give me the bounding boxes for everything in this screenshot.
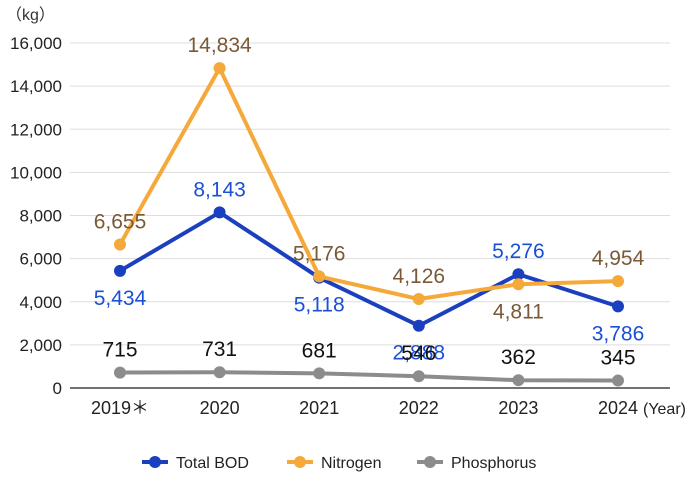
total-bod-data-label: 5,118	[294, 294, 345, 317]
y-axis-ticks: 0 2,000 4,000 6,000 8,000 10,000 12,000 14,000 1…	[10, 34, 62, 398]
phosphorus-data-point	[213, 366, 226, 379]
total-bod-data-label: 5,434	[94, 287, 147, 310]
nitrogen-data-label: 6,655	[94, 211, 147, 234]
x-tick-label: 2022	[399, 398, 439, 418]
nitrogen-legend-label: Nitrogen	[321, 455, 381, 472]
nitrogen-data-point	[114, 238, 126, 251]
total-bod-data-point	[412, 319, 425, 332]
total-bod-data-point	[612, 300, 624, 313]
y-tick-label: 6,000	[19, 250, 62, 269]
x-tick-label: 2023	[498, 398, 538, 418]
nitrogen-data-label: 4,954	[592, 247, 645, 270]
gridlines	[70, 42, 670, 346]
phosphorus-data-label: 731	[202, 338, 237, 361]
phosphorus-data-label: 546	[401, 342, 436, 365]
nitrogen-data-label: 14,834	[187, 34, 252, 57]
x-tick-label: 2020	[200, 398, 240, 418]
total-bod-series-line	[118, 210, 620, 328]
data-labels: 5,434 8,143 5,118 2,888 5,276 3,786 6,655 14,83…	[94, 34, 645, 369]
y-tick-label: 0	[53, 379, 62, 398]
legend: Total BOD Nitrogen Phosphorus	[142, 455, 536, 472]
phosphorus-data-label: 715	[102, 339, 137, 362]
x-tick-label: 2024	[598, 398, 638, 418]
total-bod-data-label: 8,143	[193, 178, 246, 201]
y-tick-label: 12,000	[10, 120, 62, 139]
phosphorus-data-label: 362	[501, 346, 536, 369]
nitrogen-data-point	[313, 270, 326, 283]
total-bod-legend-marker	[149, 456, 161, 468]
y-tick-label: 2,000	[19, 336, 62, 355]
phosphorus-data-point	[612, 374, 624, 387]
total-bod-data-label: 2,888	[393, 342, 446, 365]
total-bod-data-point	[512, 268, 525, 281]
x-axis-ticks: 2019＊ 2020 2021 2022 2023 2024	[91, 398, 638, 418]
phosphorus-legend-label: Phosphorus	[451, 455, 536, 472]
y-tick-label: 10,000	[10, 163, 62, 182]
nitrogen-data-point	[213, 62, 226, 75]
nitrogen-data-point	[512, 278, 525, 291]
total-bod-legend-label: Total BOD	[176, 455, 249, 472]
x-tick-label: 2019＊	[91, 398, 149, 418]
phosphorus-data-point	[512, 374, 525, 387]
phosphorus-data-point	[114, 366, 126, 379]
total-bod-data-label: 3,786	[592, 322, 645, 345]
series-layer	[114, 62, 624, 387]
phosphorus-series-line	[118, 370, 620, 383]
phosphorus-data-point	[313, 367, 326, 380]
y-tick-label: 4,000	[19, 293, 62, 312]
x-axis-unit-label: (Year)	[643, 401, 686, 418]
y-axis-unit-label: （kg）	[6, 6, 55, 24]
nitrogen-data-label: 4,126	[393, 265, 446, 288]
total-bod-data-point	[114, 264, 126, 277]
phosphorus-data-point	[412, 370, 425, 383]
phosphorus-data-label: 345	[600, 347, 635, 370]
y-tick-label: 8,000	[19, 207, 62, 226]
nitrogen-series-line	[118, 66, 620, 302]
nitrogen-data-label: 5,176	[293, 242, 346, 265]
y-tick-label: 16,000	[10, 34, 62, 53]
phosphorus-data-label: 681	[302, 339, 337, 362]
y-tick-label: 14,000	[10, 77, 62, 96]
nitrogen-data-point	[612, 275, 624, 288]
nitrogen-legend-marker	[294, 456, 306, 468]
phosphorus-legend-marker	[424, 456, 436, 468]
x-tick-label: 2021	[299, 398, 339, 418]
nitrogen-data-point	[412, 293, 425, 306]
nitrogen-data-label: 4,811	[493, 300, 544, 323]
total-bod-data-point	[213, 206, 226, 219]
total-bod-data-label: 5,276	[492, 240, 545, 263]
